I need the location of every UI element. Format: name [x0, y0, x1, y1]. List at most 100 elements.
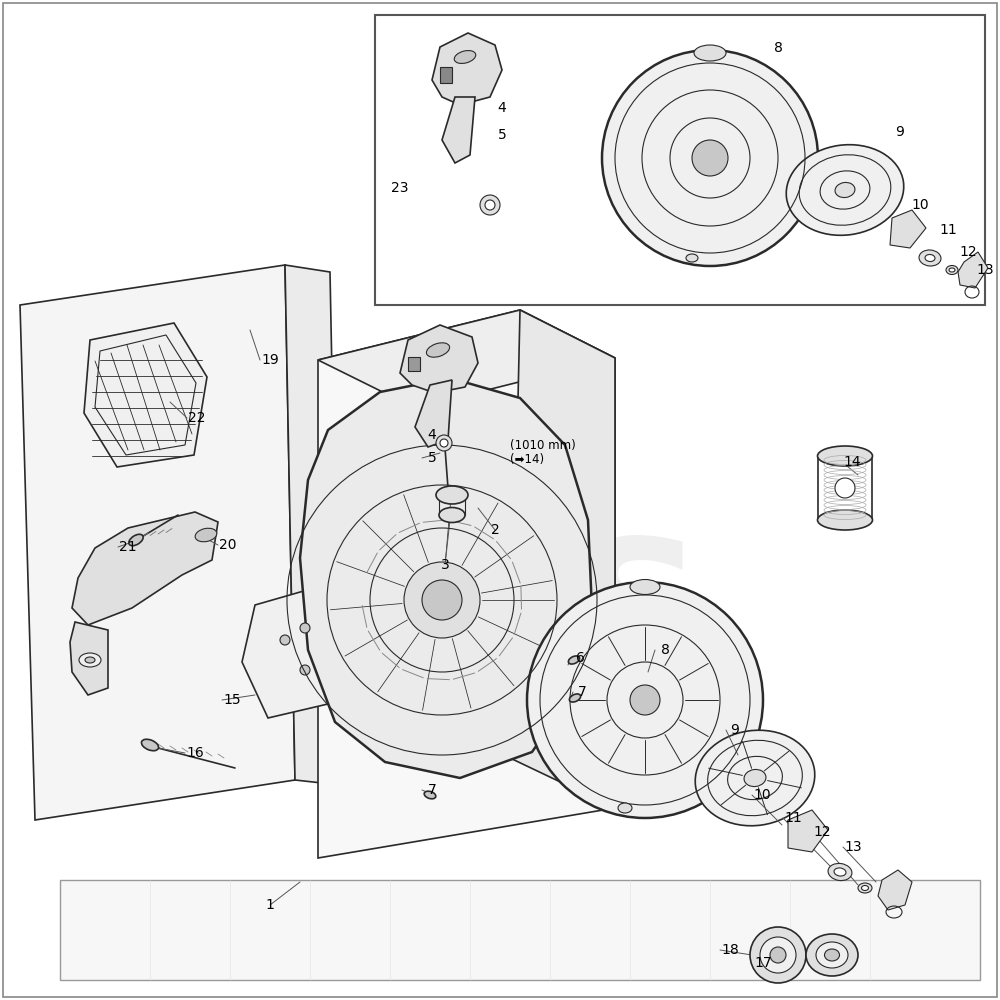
- Polygon shape: [72, 512, 218, 625]
- Circle shape: [480, 195, 500, 215]
- Text: 3: 3: [441, 558, 449, 572]
- Ellipse shape: [818, 446, 872, 466]
- Text: 1: 1: [266, 898, 274, 912]
- Polygon shape: [432, 33, 502, 105]
- Polygon shape: [415, 380, 452, 447]
- Polygon shape: [84, 323, 207, 467]
- Circle shape: [630, 685, 660, 715]
- Ellipse shape: [686, 254, 698, 262]
- Text: 20: 20: [219, 538, 237, 552]
- Ellipse shape: [569, 694, 581, 702]
- Ellipse shape: [824, 949, 840, 961]
- Ellipse shape: [129, 534, 143, 546]
- Text: 4: 4: [428, 428, 436, 442]
- Polygon shape: [878, 870, 912, 910]
- Ellipse shape: [858, 883, 872, 893]
- Ellipse shape: [630, 580, 660, 594]
- Polygon shape: [318, 310, 615, 858]
- Ellipse shape: [816, 942, 848, 968]
- Ellipse shape: [195, 528, 217, 542]
- Circle shape: [485, 200, 495, 210]
- Ellipse shape: [79, 653, 101, 667]
- Polygon shape: [788, 810, 828, 852]
- Text: 5: 5: [498, 128, 506, 142]
- Text: GHS: GHS: [275, 532, 705, 708]
- Ellipse shape: [424, 791, 436, 799]
- Text: 4: 4: [498, 101, 506, 115]
- Ellipse shape: [806, 934, 858, 976]
- Ellipse shape: [694, 45, 726, 61]
- Polygon shape: [285, 265, 340, 785]
- Text: 13: 13: [976, 263, 994, 277]
- Ellipse shape: [695, 730, 815, 826]
- Text: 23: 23: [391, 181, 409, 195]
- Text: 9: 9: [731, 723, 739, 737]
- Circle shape: [602, 50, 818, 266]
- Text: 5: 5: [428, 451, 436, 465]
- Circle shape: [280, 635, 290, 645]
- Ellipse shape: [85, 657, 95, 663]
- Text: 12: 12: [813, 825, 831, 839]
- Polygon shape: [442, 97, 475, 163]
- Polygon shape: [958, 252, 988, 288]
- Text: (➡14): (➡14): [510, 454, 544, 466]
- Circle shape: [692, 140, 728, 176]
- Circle shape: [404, 562, 480, 638]
- Ellipse shape: [835, 182, 855, 198]
- Polygon shape: [408, 357, 420, 371]
- Circle shape: [300, 665, 310, 675]
- Text: 8: 8: [661, 643, 669, 657]
- Text: 22: 22: [188, 411, 206, 425]
- Polygon shape: [300, 378, 592, 778]
- Polygon shape: [440, 67, 452, 83]
- Text: 7: 7: [428, 783, 436, 797]
- Ellipse shape: [862, 886, 868, 890]
- Ellipse shape: [436, 486, 468, 504]
- Ellipse shape: [786, 145, 904, 235]
- Text: 8: 8: [774, 41, 782, 55]
- Polygon shape: [890, 210, 926, 248]
- Ellipse shape: [568, 656, 580, 664]
- Ellipse shape: [818, 510, 872, 530]
- Polygon shape: [242, 582, 362, 718]
- Ellipse shape: [426, 343, 450, 357]
- Ellipse shape: [744, 769, 766, 787]
- Text: 21: 21: [119, 540, 137, 554]
- Text: 11: 11: [784, 811, 802, 825]
- Circle shape: [770, 947, 786, 963]
- Text: 10: 10: [753, 788, 771, 802]
- Circle shape: [422, 580, 462, 620]
- Text: 14: 14: [843, 455, 861, 469]
- Ellipse shape: [828, 863, 852, 881]
- Text: 2: 2: [491, 523, 499, 537]
- Ellipse shape: [925, 254, 935, 262]
- Text: 17: 17: [754, 956, 772, 970]
- Ellipse shape: [439, 508, 465, 522]
- Ellipse shape: [454, 51, 476, 63]
- Text: 15: 15: [223, 693, 241, 707]
- Text: 18: 18: [721, 943, 739, 957]
- Text: 12: 12: [959, 245, 977, 259]
- Bar: [375, 15, 985, 305]
- Polygon shape: [60, 880, 980, 980]
- Ellipse shape: [618, 803, 632, 813]
- Text: 7: 7: [578, 685, 586, 699]
- Ellipse shape: [949, 268, 955, 272]
- Polygon shape: [20, 265, 295, 820]
- Text: 9: 9: [896, 125, 904, 139]
- Polygon shape: [510, 310, 615, 808]
- Ellipse shape: [141, 739, 159, 751]
- Ellipse shape: [919, 250, 941, 266]
- Ellipse shape: [834, 868, 846, 876]
- Text: 19: 19: [261, 353, 279, 367]
- Circle shape: [436, 435, 452, 451]
- Circle shape: [760, 937, 796, 973]
- Text: 11: 11: [939, 223, 957, 237]
- Circle shape: [300, 623, 310, 633]
- Circle shape: [835, 478, 855, 498]
- Text: (1010 mm): (1010 mm): [510, 438, 576, 452]
- Text: 16: 16: [186, 746, 204, 760]
- Ellipse shape: [946, 265, 958, 274]
- Polygon shape: [318, 310, 615, 408]
- Polygon shape: [400, 325, 478, 393]
